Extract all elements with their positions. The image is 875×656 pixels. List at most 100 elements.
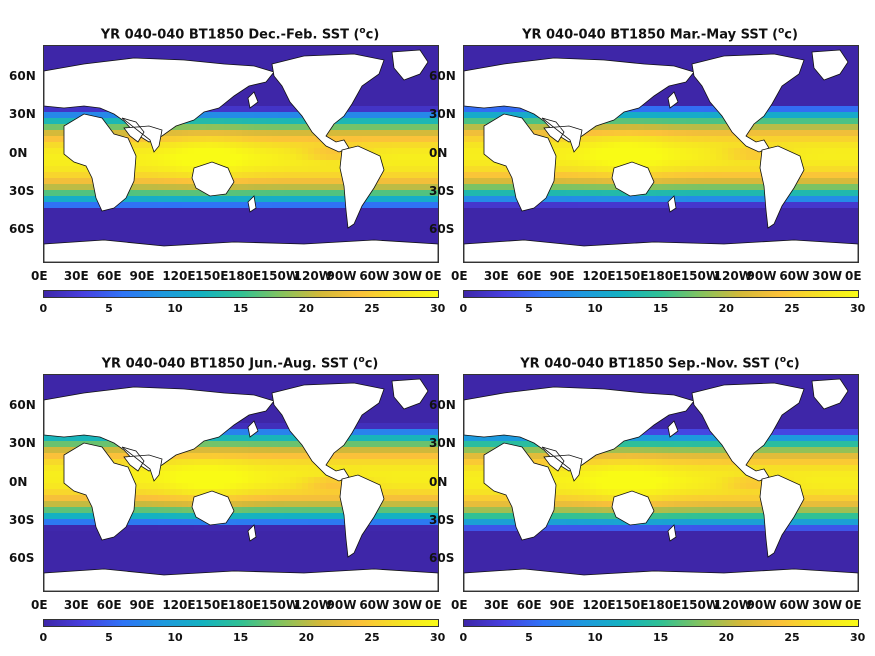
panel-title: YR 040-040 BT1850 Mar.-May SST (oc) bbox=[522, 26, 798, 43]
sst-cell bbox=[44, 381, 51, 388]
sst-cell bbox=[302, 160, 309, 167]
sst-cell bbox=[110, 381, 117, 388]
sst-cell bbox=[44, 196, 51, 203]
sst-cell bbox=[368, 232, 375, 239]
sst-cell bbox=[656, 214, 663, 221]
sst-cell bbox=[164, 196, 171, 203]
sst-cell bbox=[236, 58, 243, 65]
sst-cell bbox=[662, 226, 669, 233]
sst-cell bbox=[236, 232, 243, 239]
sst-cell bbox=[296, 46, 303, 53]
sst-cell bbox=[854, 184, 858, 191]
sst-cell bbox=[374, 208, 381, 215]
sst-cell bbox=[830, 46, 837, 53]
sst-cell bbox=[140, 166, 147, 173]
sst-cell bbox=[332, 226, 339, 233]
sst-cell bbox=[392, 142, 399, 149]
sst-cell bbox=[428, 178, 435, 185]
sst-cell bbox=[158, 220, 165, 227]
sst-cell bbox=[650, 52, 657, 59]
sst-cell bbox=[266, 220, 273, 227]
sst-cell bbox=[746, 166, 753, 173]
sst-cell bbox=[566, 202, 573, 209]
sst-cell bbox=[746, 130, 753, 137]
sst-cell bbox=[416, 124, 423, 131]
sst-cell bbox=[62, 214, 69, 221]
sst-cell bbox=[716, 202, 723, 209]
sst-cell bbox=[272, 202, 279, 209]
land-japan bbox=[667, 91, 679, 109]
sst-cell bbox=[56, 154, 63, 161]
sst-cell bbox=[182, 381, 189, 388]
sst-cell bbox=[638, 118, 645, 125]
sst-cell bbox=[602, 226, 609, 233]
sst-cell bbox=[236, 130, 243, 137]
sst-cell bbox=[260, 130, 267, 137]
sst-cell bbox=[506, 232, 513, 239]
sst-cell bbox=[146, 154, 153, 161]
sst-cell bbox=[158, 172, 165, 179]
sst-map bbox=[43, 45, 439, 263]
sst-cell bbox=[854, 64, 858, 71]
sst-cell bbox=[416, 196, 423, 203]
sst-cell bbox=[722, 220, 729, 227]
sst-cell bbox=[368, 220, 375, 227]
sst-cell bbox=[620, 214, 627, 221]
sst-cell bbox=[476, 118, 483, 125]
land-south-america bbox=[759, 145, 805, 229]
sst-cell bbox=[368, 196, 375, 203]
sst-cell bbox=[704, 100, 711, 107]
sst-cell bbox=[674, 52, 681, 59]
sst-cell bbox=[434, 88, 438, 95]
sst-cell bbox=[200, 142, 207, 149]
sst-cell bbox=[398, 118, 405, 125]
sst-cell bbox=[254, 381, 261, 388]
sst-cell bbox=[248, 160, 255, 167]
sst-cell bbox=[776, 232, 783, 239]
sst-cell bbox=[656, 112, 663, 119]
sst-cell bbox=[290, 142, 297, 149]
sst-cell bbox=[380, 184, 387, 191]
sst-cell bbox=[62, 387, 69, 394]
sst-cell bbox=[794, 112, 801, 119]
sst-cell bbox=[830, 148, 837, 155]
sst-cell bbox=[818, 130, 825, 137]
sst-cell bbox=[560, 220, 567, 227]
sst-cell bbox=[578, 172, 585, 179]
sst-cell bbox=[290, 124, 297, 131]
sst-cell bbox=[686, 178, 693, 185]
sst-cell bbox=[374, 232, 381, 239]
sst-cell bbox=[824, 106, 831, 113]
sst-cell bbox=[704, 238, 711, 245]
sst-cell bbox=[632, 202, 639, 209]
sst-cell bbox=[428, 190, 435, 197]
sst-cell bbox=[308, 232, 315, 239]
sst-cell bbox=[680, 196, 687, 203]
sst-cell bbox=[560, 184, 567, 191]
sst-cell bbox=[782, 82, 789, 89]
sst-cell bbox=[146, 178, 153, 185]
sst-cell bbox=[62, 196, 69, 203]
sst-cell bbox=[398, 226, 405, 233]
sst-cell bbox=[800, 190, 807, 197]
sst-cell bbox=[824, 136, 831, 143]
sst-cell bbox=[794, 208, 801, 215]
sst-cell bbox=[806, 76, 813, 83]
sst-cell bbox=[584, 148, 591, 155]
sst-cell bbox=[92, 46, 99, 53]
sst-cell bbox=[266, 106, 273, 113]
sst-cell bbox=[68, 58, 75, 65]
sst-cell bbox=[296, 130, 303, 137]
sst-cell bbox=[710, 154, 717, 161]
sst-cell bbox=[218, 112, 225, 119]
sst-cell bbox=[794, 46, 801, 53]
sst-cell bbox=[668, 46, 675, 53]
sst-cell bbox=[194, 118, 201, 125]
sst-cell bbox=[812, 88, 819, 95]
sst-cell bbox=[716, 148, 723, 155]
sst-cell bbox=[644, 226, 651, 233]
land-greenland bbox=[391, 49, 429, 81]
sst-cell bbox=[806, 130, 813, 137]
sst-cell bbox=[794, 124, 801, 131]
sst-cell bbox=[404, 202, 411, 209]
